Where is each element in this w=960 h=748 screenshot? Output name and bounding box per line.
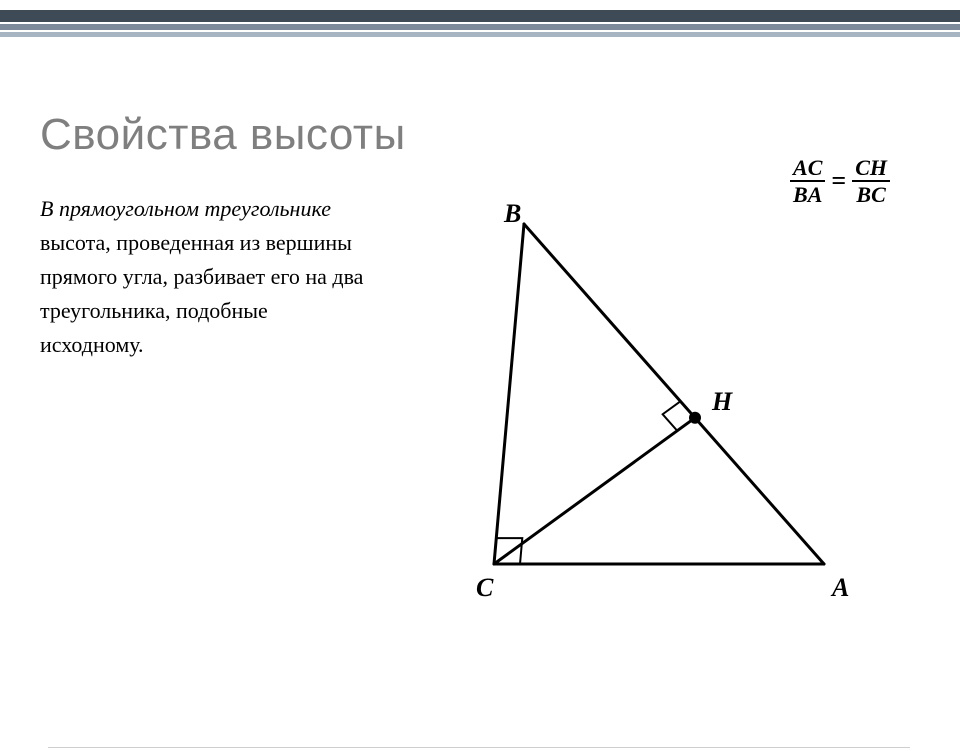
slide-title: Свойства высоты bbox=[40, 110, 930, 160]
svg-text:C: C bbox=[476, 573, 494, 602]
paragraph-italic: В прямоугольном треугольнике bbox=[40, 196, 331, 221]
fraction-2-den: BC bbox=[853, 182, 888, 206]
equals-sign: = bbox=[831, 166, 846, 196]
top-bar-2 bbox=[0, 24, 960, 30]
top-bar-1 bbox=[0, 10, 960, 22]
fraction-1-den: BA bbox=[790, 182, 825, 206]
svg-text:A: A bbox=[830, 573, 849, 602]
figure-wrapper: AC BA = CH BC CABH bbox=[394, 186, 930, 606]
fraction-2: CH BC bbox=[852, 156, 890, 206]
slide-body: В прямоугольном треугольнике высота, про… bbox=[30, 186, 930, 606]
fraction-1: AC BA bbox=[790, 156, 825, 206]
svg-text:H: H bbox=[711, 387, 733, 416]
body-paragraph: В прямоугольном треугольнике высота, про… bbox=[30, 186, 370, 362]
fraction-1-num: AC bbox=[790, 156, 825, 182]
svg-text:B: B bbox=[503, 204, 521, 228]
ratio-formula: AC BA = CH BC bbox=[790, 156, 890, 206]
top-bar-3 bbox=[0, 32, 960, 37]
triangle-diagram: C A B H bbox=[394, 204, 864, 604]
slide-page: Свойства высоты В прямоугольном треуголь… bbox=[30, 60, 930, 690]
paragraph-rest: высота, проведенная из вершины прямого у… bbox=[40, 230, 363, 357]
decorative-top-bars bbox=[0, 0, 960, 37]
fraction-2-num: CH bbox=[852, 156, 890, 182]
